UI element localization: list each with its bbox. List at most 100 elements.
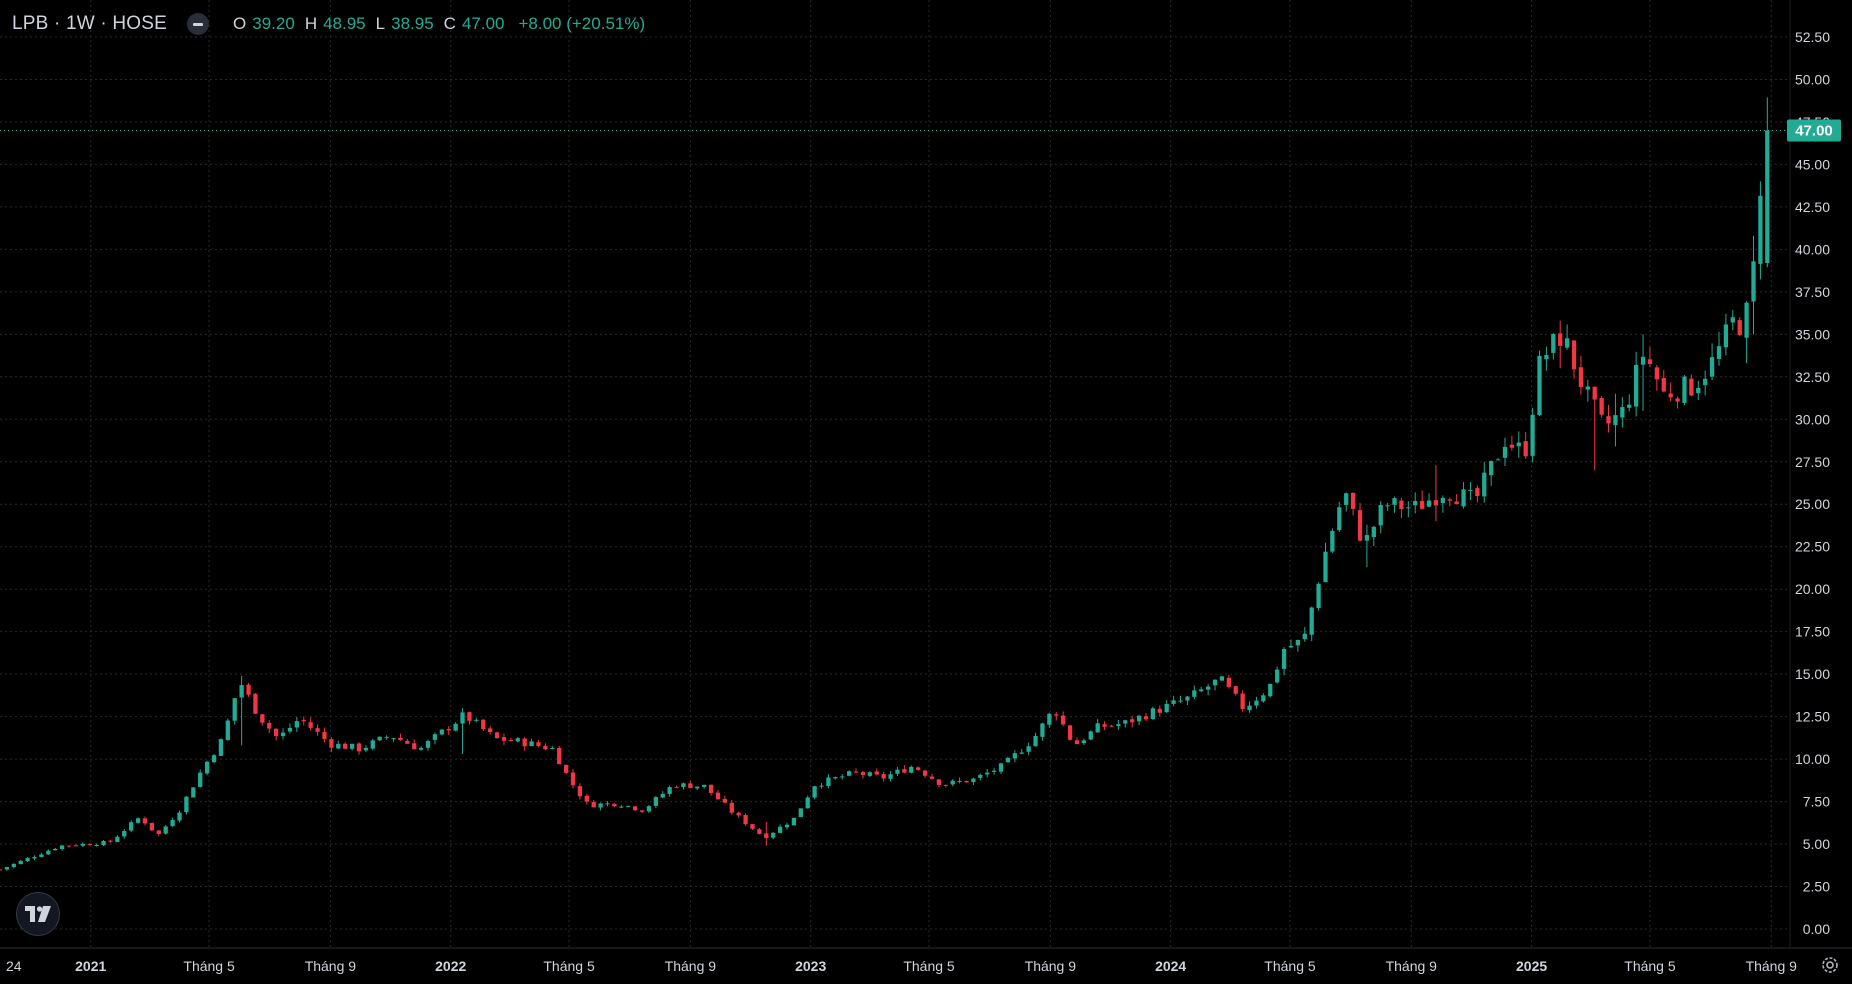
candle: [1627, 394, 1632, 412]
price-tick-label: 25.00: [1795, 496, 1830, 512]
candle: [1261, 693, 1266, 703]
candle-body: [1378, 505, 1383, 526]
candle: [674, 785, 679, 789]
candle: [356, 742, 362, 755]
candle-body: [129, 822, 134, 831]
candle: [1033, 732, 1038, 747]
candle: [557, 745, 562, 765]
gear-icon[interactable]: [1820, 955, 1840, 975]
candle: [1226, 674, 1231, 689]
candle-body: [729, 802, 734, 813]
candle-body: [1226, 677, 1231, 687]
candle-body: [1019, 752, 1024, 754]
candle: [1613, 393, 1618, 447]
candle: [950, 779, 955, 787]
candle: [1675, 396, 1680, 409]
candle-body: [1178, 700, 1183, 702]
candle-body: [467, 712, 472, 721]
candle: [522, 736, 527, 751]
candle: [1026, 742, 1031, 756]
candle: [1143, 713, 1149, 722]
time-tick-label: 2022: [435, 958, 466, 974]
candle-body: [494, 732, 500, 739]
candle-body: [1081, 740, 1087, 744]
candle: [1219, 675, 1225, 681]
candle-body: [1544, 354, 1549, 360]
candle-body: [211, 755, 217, 763]
candle-body: [1578, 367, 1584, 388]
candle: [991, 767, 997, 775]
candle-body: [1350, 492, 1356, 509]
candle: [73, 844, 79, 847]
candle-body: [1199, 689, 1204, 692]
candle: [460, 708, 465, 754]
candle: [860, 770, 866, 779]
candle-body: [985, 772, 990, 775]
candle: [1150, 706, 1156, 720]
candle: [529, 738, 534, 747]
candle: [515, 737, 520, 743]
candle-body: [135, 818, 141, 823]
candle-body: [184, 796, 189, 813]
candle: [108, 839, 113, 843]
candle: [46, 849, 51, 855]
candle-body: [688, 783, 693, 789]
candle: [425, 739, 431, 751]
candle-body: [722, 798, 728, 803]
candle: [708, 784, 714, 796]
candle: [1123, 719, 1128, 728]
time-tick-label: Tháng 9: [1746, 958, 1798, 974]
candle: [53, 848, 58, 851]
candle-body: [1537, 355, 1542, 416]
candle-body: [805, 797, 810, 809]
candle: [1061, 711, 1066, 727]
candle: [688, 780, 693, 789]
candle: [1171, 695, 1176, 707]
candle: [1419, 490, 1425, 509]
candle: [757, 827, 762, 835]
candle-body: [191, 787, 196, 798]
symbol-title[interactable]: LPB · 1W · HOSE: [12, 13, 168, 34]
candle-body: [481, 719, 486, 729]
candle-body: [18, 860, 23, 865]
candle: [1709, 343, 1715, 381]
candle-body: [550, 747, 555, 749]
time-axis[interactable]: 24 2021 Tháng 5 Tháng 9 2022 Tháng 5 Tháng 9 20…: [6, 958, 1797, 974]
candle: [301, 716, 306, 726]
candle: [888, 771, 893, 782]
candle-body: [1054, 714, 1059, 716]
tradingview-logo-icon[interactable]: [16, 892, 60, 936]
candle-body: [1489, 460, 1494, 476]
candle-body: [1150, 708, 1156, 720]
open-value: 39.20: [252, 14, 295, 33]
time-tick-label: Tháng 5: [1624, 958, 1676, 974]
candle-body: [1620, 407, 1625, 418]
candle-body: [895, 769, 900, 774]
candle-body: [1323, 551, 1328, 583]
high-label: H: [304, 14, 318, 33]
candle: [943, 784, 948, 788]
candle-body: [329, 739, 334, 748]
candle: [1599, 396, 1604, 418]
candle-body: [101, 840, 106, 846]
candle-body: [909, 766, 914, 773]
candle: [274, 728, 279, 741]
candle: [743, 813, 748, 826]
candle: [1482, 461, 1487, 503]
candle-body: [1254, 700, 1259, 706]
candle: [805, 795, 810, 809]
minus-toggle-icon[interactable]: [187, 13, 210, 35]
candle-body: [488, 728, 493, 733]
candle: [1461, 482, 1466, 509]
candle: [59, 845, 65, 851]
candle-body: [32, 856, 37, 859]
candle-body: [632, 806, 638, 811]
candle: [1019, 748, 1024, 755]
price-tick-label: 2.50: [1803, 879, 1830, 895]
candle-body: [11, 863, 16, 868]
candle-body: [122, 831, 127, 837]
candle: [536, 739, 541, 748]
price-axis[interactable]: 0.00 2.50 5.00 7.50 10.00 12.50 15.00 17.50 20.0…: [1795, 29, 1830, 937]
candle-body: [771, 832, 776, 838]
